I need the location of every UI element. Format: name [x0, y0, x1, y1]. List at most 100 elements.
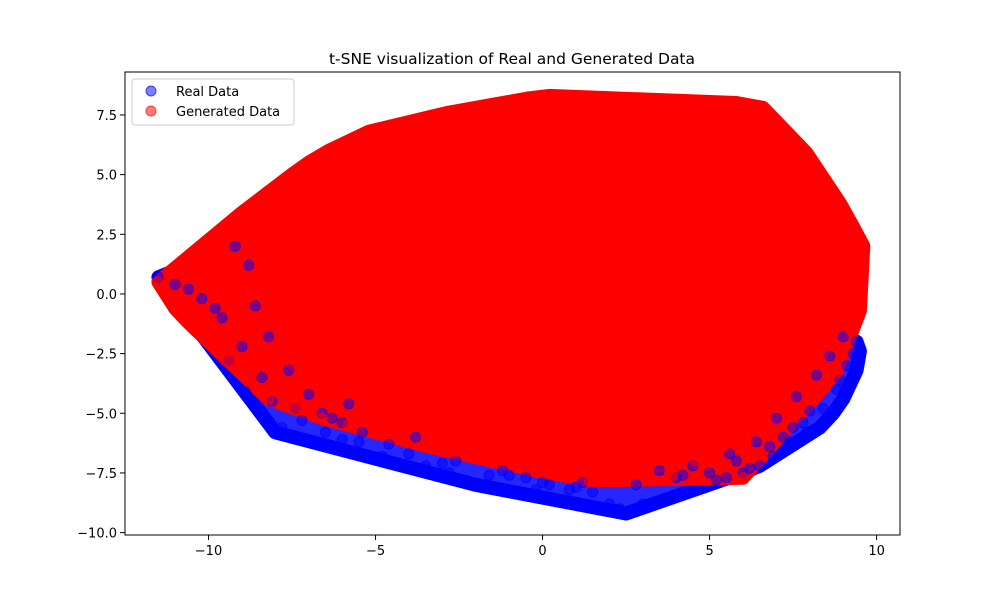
generated-data-point [443, 107, 455, 119]
generated-data-point [667, 469, 679, 481]
real-data-point [420, 460, 432, 472]
legend-label-generated: Generated Data [176, 105, 280, 120]
generated-data-point [770, 398, 782, 410]
real-data-point [263, 331, 275, 343]
real-data-point [844, 379, 856, 391]
generated-data-point [704, 102, 716, 114]
generated-data-point [403, 116, 415, 128]
real-data-point [744, 462, 756, 474]
generated-data-point [423, 441, 435, 453]
generated-data-point [801, 150, 812, 161]
real-data-point [777, 431, 789, 443]
generated-data-point [363, 126, 375, 138]
real-data-point [239, 386, 251, 398]
axes-frame [124, 71, 901, 536]
generated-data-point [183, 317, 194, 329]
real-data-point [403, 448, 415, 460]
real-data-point [343, 398, 355, 410]
generated-data-point [383, 121, 395, 133]
real-data-point [837, 331, 849, 343]
real-data-point [296, 414, 308, 426]
generated-data-point [647, 360, 659, 372]
real-data-point [724, 448, 736, 460]
real-data-point [787, 422, 799, 434]
generated-data-point [303, 157, 315, 169]
real-data-point [209, 302, 221, 314]
real-data-point [767, 450, 779, 462]
generated-data-point [236, 207, 248, 219]
real-data-point [797, 417, 809, 429]
generated-data-point [824, 202, 836, 214]
y-tick-label: 5.0 [96, 169, 117, 184]
y-tick-label: −10.0 [77, 527, 117, 542]
x-tick-label: −10 [195, 544, 222, 559]
real-data-point [410, 431, 422, 443]
generated-data-point [684, 99, 695, 111]
generated-data-point [263, 393, 275, 405]
generated-data-point [841, 302, 853, 314]
generated-data-point [390, 388, 402, 400]
real-data-point [654, 465, 665, 477]
generated-data-point [289, 403, 301, 414]
generated-data-point [196, 240, 208, 252]
generated-data-point [844, 324, 856, 336]
generated-data-point [847, 226, 859, 238]
generated-data-point [570, 157, 582, 169]
generated-data-point [834, 197, 846, 209]
generated-data-point [790, 147, 802, 159]
real-data-point [229, 240, 241, 252]
generated-data-point [613, 228, 625, 240]
real-data-point [256, 372, 268, 383]
legend-marker-real [145, 85, 157, 97]
generated-data-point [323, 145, 335, 157]
real-data-point [169, 278, 181, 290]
generated-data-point [286, 169, 298, 181]
generated-data-point [176, 259, 188, 271]
generated-data-point [664, 97, 675, 109]
generated-data-point [483, 102, 495, 114]
real-data-point [530, 484, 542, 496]
generated-data-point [757, 102, 769, 114]
real-data-point [283, 364, 295, 376]
real-data-point [603, 498, 615, 510]
generated-data-point [610, 474, 622, 486]
generated-data-point [740, 133, 752, 145]
generated-data-point [784, 135, 796, 147]
generated-data-point [730, 97, 742, 109]
real-data-point [249, 300, 261, 312]
generated-data-point [152, 276, 164, 288]
y-tick-label: 0.0 [96, 288, 117, 303]
real-data-point [243, 259, 255, 271]
generated-data-point [169, 302, 181, 314]
generated-data-point [583, 474, 595, 486]
real-data-point [303, 388, 315, 400]
real-data-point [627, 505, 639, 517]
real-data-point [326, 412, 338, 424]
real-data-point [851, 364, 863, 376]
real-data-point [587, 486, 599, 498]
generated-data-point [831, 367, 842, 379]
generated-data-point [811, 355, 822, 367]
y-tick-label: 2.5 [96, 228, 117, 243]
generated-data-point [637, 469, 649, 481]
generated-data-point [837, 209, 849, 221]
real-data-point [376, 450, 388, 462]
real-data-point [497, 465, 508, 477]
real-data-point [837, 393, 849, 405]
y-tick-label: −2.5 [85, 348, 117, 363]
generated-data-point [343, 419, 355, 431]
real-data-point [754, 460, 766, 472]
real-data-point [804, 405, 816, 417]
real-data-point [183, 283, 194, 295]
x-tick-label: −5 [366, 544, 385, 559]
real-data-point [827, 407, 839, 419]
real-data-point [460, 474, 472, 486]
real-data-point [847, 348, 859, 360]
real-data-point [383, 438, 395, 450]
generated-data-point [223, 355, 235, 367]
generated-data-point [543, 90, 555, 102]
generated-data-point [316, 412, 328, 424]
real-data-point [720, 472, 732, 484]
generated-data-point [396, 434, 408, 445]
